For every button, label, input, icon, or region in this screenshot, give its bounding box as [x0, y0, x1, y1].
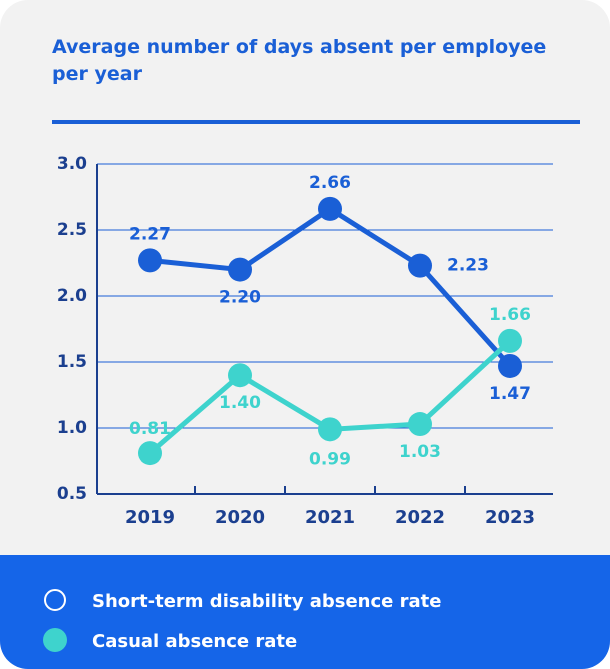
chart-title: Average number of days absent per employ… [52, 36, 547, 85]
y-tick-label: 1.0 [57, 418, 87, 438]
data-point [498, 328, 522, 353]
data-label: 1.03 [399, 442, 441, 462]
title-rule [52, 120, 580, 124]
legend-swatch [43, 628, 67, 652]
y-tick-label: 3.0 [57, 154, 87, 174]
data-point [318, 417, 342, 442]
y-tick-label: 2.5 [57, 220, 87, 240]
data-label: 1.47 [489, 384, 531, 404]
data-label: 0.99 [309, 449, 351, 469]
data-point [228, 257, 252, 282]
x-tick-label: 2022 [395, 507, 445, 528]
data-point [498, 353, 522, 378]
data-label: 2.20 [219, 288, 261, 308]
data-label: 1.66 [489, 305, 531, 325]
data-label: 2.23 [447, 256, 489, 276]
y-tick-label: 1.5 [57, 352, 87, 372]
data-point [228, 363, 252, 388]
data-point [138, 248, 162, 273]
x-tick-label: 2020 [215, 507, 265, 528]
data-label: 2.27 [129, 224, 171, 244]
data-label: 2.66 [309, 173, 351, 193]
legend-panel [0, 555, 610, 669]
x-tick-label: 2021 [305, 507, 355, 528]
legend-label: Short-term disability absence rate [92, 591, 441, 612]
legend-label: Casual absence rate [92, 631, 297, 652]
data-point [318, 196, 342, 221]
x-tick-label: 2019 [125, 507, 175, 528]
data-point [138, 441, 162, 466]
legend-swatch [44, 589, 66, 611]
data-label: 1.40 [219, 393, 261, 413]
y-tick-label: 2.0 [57, 286, 87, 306]
x-tick-label: 2023 [485, 507, 535, 528]
data-point [408, 412, 432, 437]
data-label: 0.81 [129, 419, 171, 439]
y-tick-label: 0.5 [57, 484, 87, 504]
data-point [408, 253, 432, 278]
